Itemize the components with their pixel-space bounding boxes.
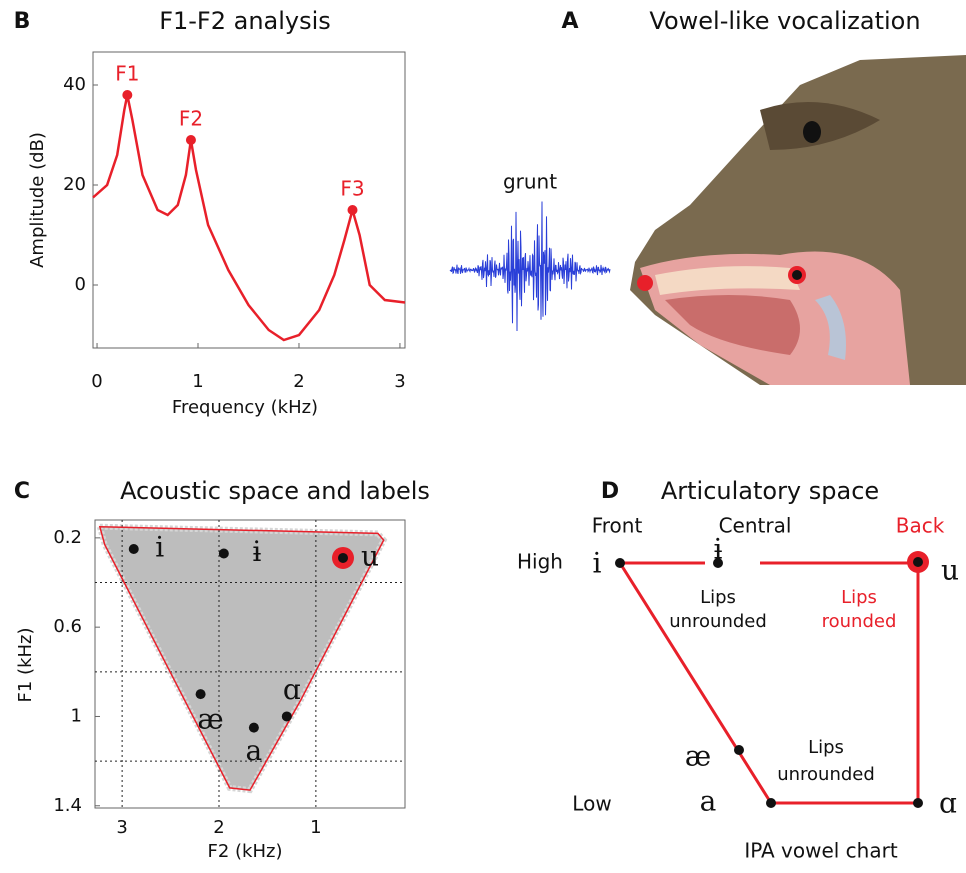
y-tick-label: 40 (63, 74, 86, 95)
vowel-point (195, 689, 206, 700)
peak-label: F1 (115, 62, 139, 86)
plot-frame (92, 51, 406, 349)
vowel-point (734, 745, 744, 755)
palate (655, 266, 800, 295)
trapezoid-line (617, 561, 920, 805)
vowel-label: a (246, 734, 263, 767)
tongue-marker (792, 270, 802, 280)
larynx (815, 295, 846, 360)
panel-letter: A (561, 9, 578, 34)
vowel-point (128, 544, 139, 555)
waveform-line (449, 201, 611, 332)
vowel-symbol: a (700, 785, 717, 818)
vowel-symbol: u (941, 554, 959, 587)
vowel-point (218, 548, 229, 559)
vowel-label: ɨ (252, 535, 261, 568)
vowel-point (766, 798, 776, 808)
panel-title: Vowel-like vocalization (649, 7, 920, 35)
x-tick-label: 0 (91, 371, 102, 392)
y-tick-label: 20 (63, 174, 86, 195)
eye (803, 121, 821, 143)
vowel-symbol: æ (685, 740, 711, 773)
vowel-point (281, 711, 292, 722)
panel-title: Acoustic space and labels (120, 477, 430, 505)
panel-letter: C (14, 479, 30, 504)
row-label: High (517, 550, 563, 574)
y-tick-label: 0 (75, 274, 86, 295)
x-tick-label: 1 (192, 371, 203, 392)
peak-marker (347, 205, 358, 215)
vowel-symbol: i (593, 547, 602, 580)
lip-marker (637, 275, 653, 291)
panel-title: Articulatory space (661, 477, 879, 505)
monkey-illustration (630, 55, 966, 385)
sound-label: grunt (503, 170, 557, 194)
vowel-label: u (361, 539, 379, 572)
x-axis-label: Frequency (kHz) (172, 397, 318, 418)
y-tick-label: 0.2 (53, 527, 82, 548)
vowel-trapezoid (617, 561, 920, 805)
vowel-point (338, 552, 348, 563)
x-tick-label: 3 (394, 371, 405, 392)
x-tick-label: 1 (310, 817, 321, 838)
peak-marker (185, 135, 196, 145)
column-label: Central (719, 514, 792, 538)
vowel-symbol: ɨ (714, 533, 723, 566)
y-tick-label: 1.4 (53, 795, 82, 816)
vowel-point (713, 558, 723, 568)
vowel-point (913, 798, 923, 808)
note: rounded (822, 611, 897, 632)
vowel-point (248, 722, 259, 733)
vowel-label: i (155, 531, 164, 564)
x-tick-label: 2 (293, 371, 304, 392)
y-tick-label: 1 (71, 705, 82, 726)
note: Lips (808, 737, 844, 758)
note: Lips (700, 587, 736, 608)
peak-marker (122, 90, 133, 100)
vowel-point (913, 557, 923, 567)
note: unrounded (669, 611, 767, 632)
vowel-label: ɑ (283, 673, 301, 706)
y-axis-label: F1 (kHz) (15, 628, 36, 703)
note: Lips (841, 587, 877, 608)
waveform (449, 201, 611, 332)
note: unrounded (777, 764, 875, 785)
vowel-points (615, 551, 929, 808)
row-label: Low (572, 792, 611, 816)
vowel-point (615, 558, 625, 568)
spectrum-curve (92, 94, 406, 342)
panel-letter: D (601, 479, 619, 504)
x-tick-label: 3 (116, 817, 127, 838)
panel-title: F1-F2 analysis (159, 7, 331, 35)
y-axis-label: Amplitude (dB) (27, 132, 48, 268)
peak-label: F2 (179, 107, 203, 131)
column-label: Back (896, 514, 945, 538)
caption: IPA vowel chart (744, 839, 898, 863)
y-tick-label: 0.6 (53, 616, 82, 637)
tongue (665, 295, 800, 355)
x-tick-label: 2 (213, 817, 224, 838)
brow (760, 102, 880, 150)
x-axis-label: F2 (kHz) (208, 841, 283, 862)
acoustic-outline (98, 525, 385, 791)
vowel-symbol: ɑ (939, 787, 957, 820)
column-label: Front (592, 514, 643, 538)
vowel-label: æ (197, 703, 223, 736)
data-cloud (95, 523, 388, 794)
panel-letter: B (14, 9, 31, 34)
peak-label: F3 (340, 177, 364, 201)
